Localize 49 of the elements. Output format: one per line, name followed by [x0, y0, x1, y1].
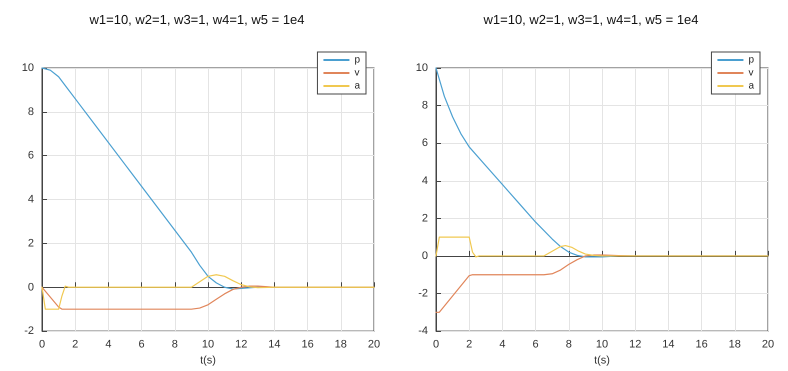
x-tick-label: 12	[629, 338, 642, 351]
x-tick-label: 6	[532, 338, 539, 351]
y-tick-label: 4	[422, 174, 428, 187]
x-tick-label: 18	[334, 338, 347, 351]
x-tick-label: 16	[695, 338, 708, 351]
y-tick-label: -4	[418, 325, 428, 338]
x-tick-label: 20	[762, 338, 774, 351]
y-tick-label: 6	[28, 150, 34, 162]
chart-title: w1=10, w2=1, w3=1, w4=1, w5 = 1e4	[482, 12, 699, 27]
x-tick-label: 8	[172, 338, 178, 351]
x-tick-label: 18	[728, 338, 741, 351]
legend-label: a	[748, 80, 754, 92]
x-tick-label: 10	[202, 338, 214, 351]
legend-label: a	[354, 80, 360, 92]
x-tick-label: 20	[368, 338, 380, 351]
x-tick-label: 14	[268, 338, 281, 351]
x-tick-label: 8	[566, 338, 572, 351]
y-tick-label: 10	[416, 62, 428, 74]
legend-label: v	[354, 68, 360, 78]
y-tick-label: -2	[418, 288, 428, 300]
y-tick-label: 2	[422, 212, 428, 224]
x-tick-label: 6	[138, 338, 145, 351]
x-tick-label: 0	[432, 338, 440, 351]
y-tick-label: 2	[28, 237, 34, 250]
x-tick-label: 10	[596, 338, 608, 351]
y-tick-label: 4	[28, 194, 34, 206]
legend-label: p	[748, 54, 754, 66]
y-tick-label: 8	[422, 100, 428, 112]
chart-title: w1=10, w2=1, w3=1, w4=1, w5 = 1e4	[88, 12, 305, 27]
y-tick-label: 0	[28, 281, 34, 294]
x-tick-label: 0	[38, 338, 46, 351]
line-series	[41, 274, 375, 310]
x-axis-title: t(s)	[200, 354, 216, 366]
x-tick-label: 2	[72, 338, 78, 351]
y-tick-label: 10	[22, 62, 34, 74]
x-tick-label: 12	[235, 338, 248, 351]
x-tick-label: 2	[466, 338, 472, 351]
y-tick-label: 6	[422, 137, 428, 150]
x-tick-label: 16	[301, 338, 314, 351]
x-tick-label: 4	[105, 338, 112, 351]
legend-label: v	[748, 68, 754, 78]
line-series	[435, 236, 769, 258]
x-tick-label: 4	[499, 338, 506, 351]
x-tick-label: 14	[662, 338, 675, 351]
x-axis-title: t(s)	[594, 354, 610, 366]
y-tick-label: -2	[24, 325, 34, 338]
y-tick-label: 8	[28, 106, 34, 118]
legend-label: p	[354, 54, 360, 66]
y-tick-label: 0	[422, 250, 428, 262]
